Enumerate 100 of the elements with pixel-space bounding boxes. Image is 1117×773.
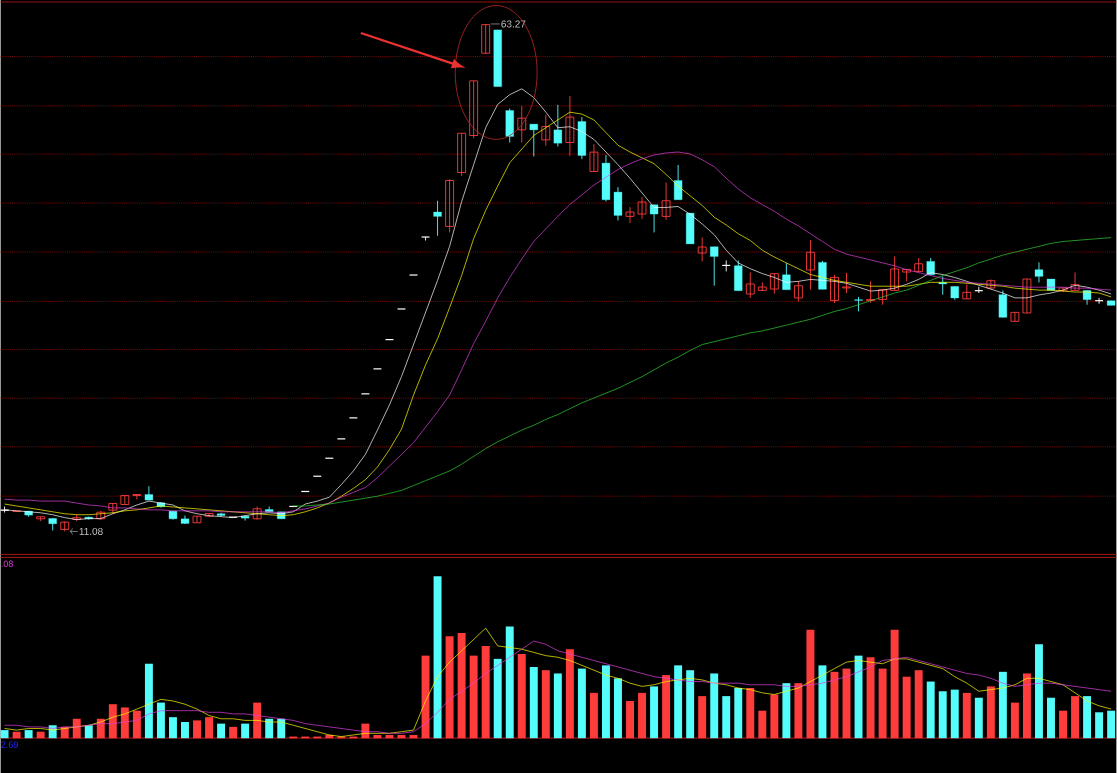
bar: [902, 676, 911, 739]
bar: [541, 670, 550, 739]
text: 2.69: [1, 741, 18, 748]
bar: [926, 681, 935, 739]
bar: [481, 645, 490, 739]
candlestick: [806, 239, 815, 291]
bar: [794, 683, 803, 739]
candlestick: [132, 493, 142, 500]
bar: [144, 663, 153, 739]
bar: [818, 665, 827, 739]
candlestick: [745, 271, 755, 299]
candlestick: [962, 284, 972, 300]
bar: [770, 694, 779, 739]
bar: [890, 629, 899, 739]
bar: [1022, 673, 1031, 739]
bar: [565, 649, 574, 739]
bar: [253, 702, 262, 739]
bar: [12, 731, 21, 739]
bar: [229, 726, 238, 739]
bar: [1034, 644, 1043, 739]
bar: [650, 686, 659, 739]
candlestick: [469, 80, 479, 139]
bar: [638, 692, 647, 739]
candlestick: [192, 515, 202, 524]
candlestick: [914, 257, 924, 272]
bar: [614, 678, 622, 739]
candlestick: [565, 95, 575, 157]
candlestick: [120, 494, 130, 505]
candlestick: [782, 262, 791, 291]
bar: [205, 717, 214, 739]
bar: [758, 710, 767, 739]
bar: [962, 692, 971, 739]
bar: [938, 691, 947, 739]
bar: [986, 686, 995, 739]
bar: [626, 700, 634, 739]
candlestick: [541, 114, 551, 147]
candlestick: [710, 246, 719, 287]
bar: [193, 720, 201, 739]
bar: [120, 707, 129, 739]
bar: [0, 730, 9, 739]
bar: [421, 655, 430, 739]
candlestick: [1022, 278, 1032, 314]
bar: [457, 632, 466, 739]
candlestick: [842, 272, 851, 294]
bar: [1059, 710, 1067, 739]
bar: [589, 692, 598, 739]
bar: [746, 687, 755, 739]
annotation: 63.27: [501, 20, 526, 28]
bar: [385, 734, 394, 739]
bar: [710, 673, 719, 739]
bar: [553, 673, 562, 739]
annotation: 11.08: [79, 527, 103, 535]
bar: [469, 655, 478, 739]
bar: [373, 734, 382, 739]
candlestick: [589, 143, 599, 172]
bar: [493, 658, 502, 739]
candlestick: [1010, 311, 1020, 322]
bar: [1107, 710, 1116, 739]
candlestick: [445, 178, 455, 233]
candlestick: [625, 206, 635, 224]
candlestick: [613, 186, 623, 221]
candlestick: [144, 485, 154, 501]
candlestick: [529, 123, 538, 157]
bar: [217, 723, 226, 739]
bar: [577, 668, 586, 739]
bar: [950, 689, 959, 739]
bar: [866, 657, 875, 739]
bar: [433, 576, 442, 739]
candlestick: [517, 105, 527, 143]
candlestick: [553, 104, 562, 147]
bar: [722, 696, 731, 739]
candlestick: [433, 200, 442, 237]
bar: [998, 671, 1007, 739]
candlestick: [890, 255, 900, 291]
bar: [265, 718, 274, 739]
candlestick: [457, 132, 467, 177]
bar: [1095, 712, 1104, 739]
bar: [782, 683, 791, 739]
bar: [108, 704, 117, 739]
candlestick: [998, 289, 1007, 318]
candlestick: [1070, 271, 1080, 291]
text: .08: [1, 560, 13, 567]
bar: [72, 718, 81, 739]
candlestick: [769, 273, 779, 295]
bar: [878, 668, 887, 739]
bar: [698, 696, 707, 739]
bar: [84, 725, 93, 739]
bar: [974, 697, 983, 739]
candlestick: [674, 164, 683, 201]
bar: [674, 665, 683, 739]
candlestick: [649, 204, 659, 233]
bar: [529, 666, 538, 739]
bar: [132, 710, 141, 739]
bar: [1047, 697, 1055, 739]
candlestick: [793, 280, 803, 302]
candlestick: [830, 274, 839, 304]
bar: [686, 670, 695, 739]
bar: [1010, 702, 1019, 739]
candlestick: [697, 236, 707, 262]
candlestick: [481, 23, 491, 54]
